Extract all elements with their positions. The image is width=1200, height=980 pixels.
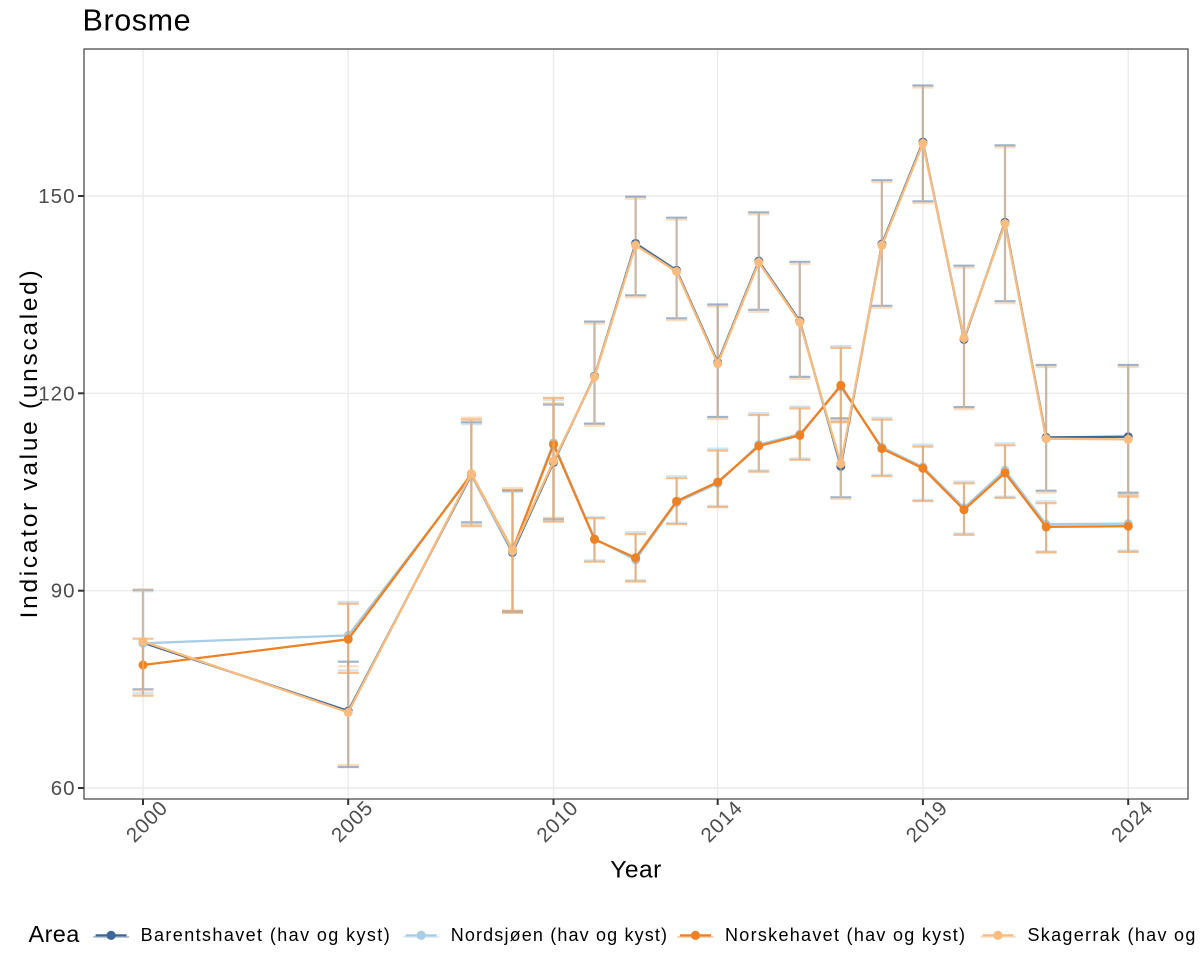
svg-text:Year: Year	[610, 857, 662, 884]
svg-text:Skagerrak (hav og kyst): Skagerrak (hav og kyst)	[1028, 925, 1200, 945]
svg-text:90: 90	[51, 580, 76, 603]
svg-text:Barentshavet (hav og kyst): Barentshavet (hav og kyst)	[141, 925, 392, 945]
svg-text:Area: Area	[29, 921, 81, 947]
svg-text:Nordsjøen (hav og kyst): Nordsjøen (hav og kyst)	[451, 925, 669, 945]
svg-text:Indicator value (unscaled): Indicator value (unscaled)	[16, 268, 43, 619]
svg-text:Brosme: Brosme	[83, 4, 192, 38]
svg-text:120: 120	[38, 382, 75, 405]
svg-text:60: 60	[51, 777, 76, 800]
svg-text:Norskehavet (hav og kyst): Norskehavet (hav og kyst)	[725, 925, 966, 945]
svg-text:150: 150	[38, 185, 75, 208]
